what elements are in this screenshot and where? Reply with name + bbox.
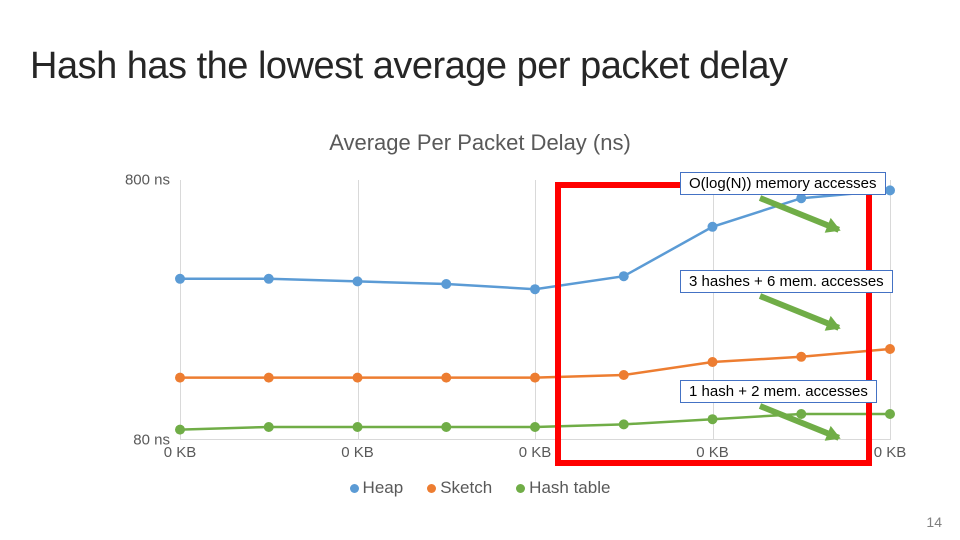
y-tick-label: 80 ns [133, 432, 170, 449]
x-tick-label: 0 KB [874, 444, 907, 461]
legend-label: Heap [363, 478, 404, 497]
legend-item-heap: Heap [350, 478, 404, 498]
series-marker [175, 425, 185, 435]
callout-heap: O(log(N)) memory accesses [680, 172, 886, 195]
series-marker [530, 422, 540, 432]
slide-title: Hash has the lowest average per packet d… [30, 45, 787, 88]
legend-label: Sketch [440, 478, 492, 497]
legend-item-hash-table: Hash table [516, 478, 610, 498]
series-marker [353, 276, 363, 286]
x-tick-label: 0 KB [341, 444, 374, 461]
legend-dot [350, 484, 359, 493]
page-number: 14 [926, 514, 942, 530]
series-marker [353, 422, 363, 432]
legend-item-sketch: Sketch [427, 478, 492, 498]
callout-hash: 1 hash + 2 mem. accesses [680, 380, 877, 403]
y-tick-label: 800 ns [125, 172, 170, 189]
series-marker [885, 344, 895, 354]
legend: Heap Sketch Hash table [0, 478, 960, 498]
callout-sketch: 3 hashes + 6 mem. accesses [680, 270, 893, 293]
series-marker [353, 373, 363, 383]
series-marker [441, 279, 451, 289]
series-marker [530, 284, 540, 294]
series-marker [264, 274, 274, 284]
series-marker [264, 422, 274, 432]
series-marker [530, 373, 540, 383]
chart-title: Average Per Packet Delay (ns) [0, 130, 960, 156]
series-marker [885, 185, 895, 195]
legend-dot [427, 484, 436, 493]
series-marker [441, 373, 451, 383]
series-marker [264, 373, 274, 383]
legend-label: Hash table [529, 478, 610, 497]
legend-dot [516, 484, 525, 493]
gridline [890, 180, 891, 440]
series-marker [885, 409, 895, 419]
x-tick-label: 0 KB [519, 444, 552, 461]
series-marker [175, 373, 185, 383]
slide: Hash has the lowest average per packet d… [0, 0, 960, 540]
series-marker [175, 274, 185, 284]
series-marker [441, 422, 451, 432]
